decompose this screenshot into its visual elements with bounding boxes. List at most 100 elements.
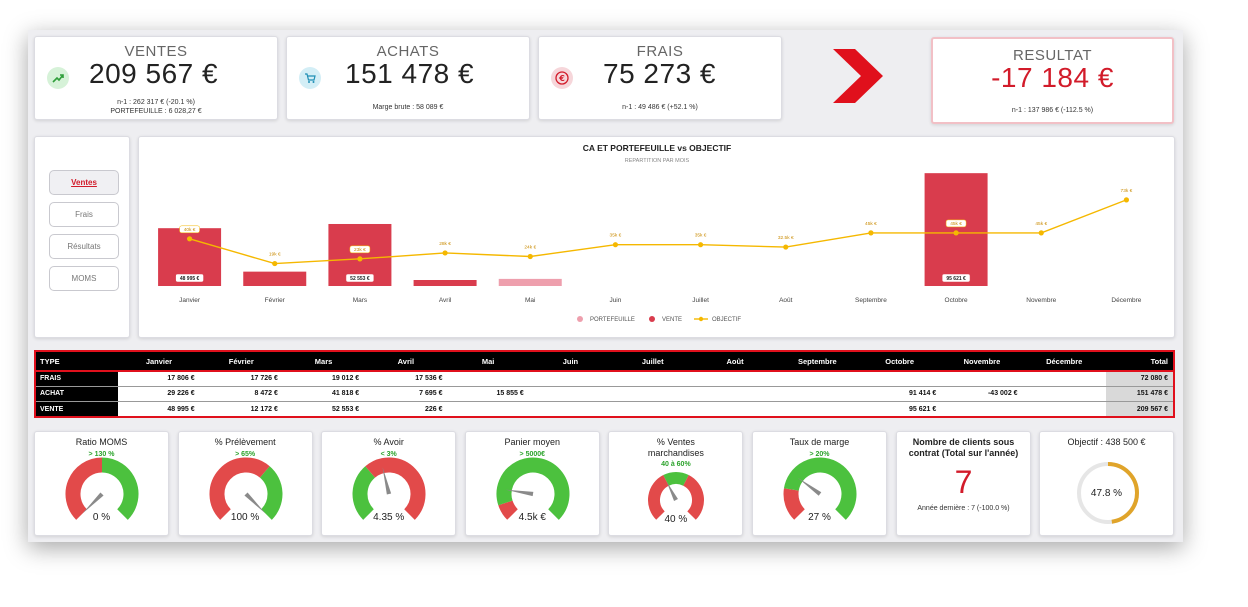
objectif-label: 45k € bbox=[950, 221, 962, 227]
objectif-label: 73k € bbox=[1121, 188, 1133, 194]
table-cell bbox=[941, 371, 1023, 387]
gauge-dial bbox=[648, 472, 705, 520]
gauge-dial bbox=[209, 457, 283, 520]
euro-icon: € bbox=[551, 67, 573, 89]
table-cell: -43 002 € bbox=[941, 386, 1023, 403]
table-cell bbox=[447, 371, 529, 387]
bar-label-box bbox=[941, 273, 971, 283]
objectif-point bbox=[612, 242, 619, 248]
kpi-value: 151 478 € bbox=[345, 58, 475, 89]
table-header-cell: TYPE bbox=[35, 351, 119, 372]
objectif-label: 35k € bbox=[610, 233, 622, 239]
gauge-target: < 3% bbox=[380, 451, 397, 458]
bar-vente bbox=[924, 173, 988, 286]
table-cell bbox=[528, 386, 613, 403]
objectif-value: 47.8 % bbox=[1090, 488, 1123, 499]
bar-label-box bbox=[175, 273, 204, 283]
table-header-cell: Novembre bbox=[941, 351, 1023, 372]
cart-icon bbox=[299, 67, 321, 89]
table-cell bbox=[693, 401, 777, 418]
bar-portefeuille bbox=[498, 278, 562, 286]
kpi-sub: n-1 : 262 317 € (-20.1 %) bbox=[117, 99, 195, 106]
table-cell bbox=[776, 386, 858, 403]
table-row: ACHAT 29 226 €8 472 €41 818 €7 695 €15 85… bbox=[35, 386, 1174, 403]
x-tick-label: Décembre bbox=[1111, 297, 1141, 304]
gauge-segment bbox=[648, 475, 670, 520]
kpi-card-achats: ACHATS 151 478 € Marge brute : 58 089 € bbox=[286, 36, 530, 120]
legend-marker-vente bbox=[649, 316, 655, 322]
gauge-target: 40 à 60% bbox=[661, 461, 691, 468]
objectif-progress-ring bbox=[1077, 462, 1139, 524]
sidebar-item-moms[interactable]: MOMS bbox=[49, 266, 119, 291]
gauge-segment bbox=[365, 457, 426, 520]
kpi-card-resultat: RESULTAT -17 184 € n-1 : 137 986 € (-112… bbox=[931, 37, 1174, 124]
gauge-needle bbox=[382, 467, 392, 495]
table-header-cell: Juin bbox=[528, 351, 613, 372]
gauge-segment bbox=[65, 457, 103, 520]
gauge-needle bbox=[505, 489, 534, 497]
x-tick-label: Mai bbox=[525, 297, 535, 304]
arrow-right-icon bbox=[833, 49, 883, 103]
legend-label[interactable]: PORTEFEUILLE bbox=[590, 317, 635, 323]
gauge-segment bbox=[496, 457, 570, 520]
gauge-segment bbox=[259, 466, 283, 520]
table-header-cell: Juillet bbox=[612, 351, 694, 372]
gauge-card: Ratio MOMS > 130 % 0 % bbox=[34, 431, 169, 536]
objectif-label-box bbox=[945, 219, 967, 228]
svg-text:€: € bbox=[558, 74, 565, 83]
gauge-needle bbox=[666, 481, 679, 501]
table-header-cell: Mars bbox=[282, 351, 365, 372]
table-header-cell: Février bbox=[199, 351, 283, 372]
clients-value: 7 bbox=[954, 464, 973, 500]
table-cell: 17 536 € bbox=[364, 371, 448, 387]
table-cell bbox=[528, 371, 613, 387]
table-header-cell: Janvier bbox=[118, 351, 200, 372]
gauge-value: 4.35 % bbox=[373, 512, 405, 523]
objectif-label: 45k € bbox=[865, 221, 877, 227]
objectif-card: Objectif : 438 500 € 47.8 % bbox=[1039, 431, 1174, 536]
gauge-segment bbox=[352, 466, 376, 520]
gauge-card: % Ventes marchandises 40 à 60% 40 % bbox=[608, 431, 744, 536]
table-header-cell: Mai bbox=[447, 351, 529, 372]
kpi-sub: n-1 : 49 486 € (+52.1 %) bbox=[622, 104, 698, 111]
gauge-card: Panier moyen > 5000€ 4.5k € bbox=[464, 431, 600, 536]
sidebar-item-frais[interactable]: Frais bbox=[49, 202, 119, 227]
table-cell: 12 172 € bbox=[199, 401, 283, 418]
table-header-cell: Août bbox=[693, 351, 777, 372]
gauge-title: Panier moyen bbox=[504, 437, 561, 447]
kpi-title: ACHATS bbox=[376, 43, 440, 60]
legend-marker-portefeuille bbox=[577, 316, 583, 322]
legend-marker-objectif-dot bbox=[698, 316, 704, 322]
table-cell: 29 226 € bbox=[118, 386, 200, 403]
legend-label[interactable]: VENTE bbox=[662, 317, 682, 323]
x-tick-label: Juin bbox=[609, 297, 621, 304]
chart-panel: CA ET PORTEFEUILLE vs OBJECTIF REPARTITI… bbox=[138, 136, 1175, 338]
gauge-dial bbox=[783, 457, 857, 520]
chart-svg: CA ET PORTEFEUILLE vs OBJECTIF REPARTITI… bbox=[158, 143, 1142, 323]
kpi-card-ventes: VENTES 209 567 € n-1 : 262 317 € (-20.1 … bbox=[34, 36, 278, 120]
table-cell bbox=[528, 401, 613, 418]
row-type-cell: ACHAT bbox=[35, 386, 119, 403]
bar-label: 52 553 € bbox=[350, 276, 370, 282]
gauge-target: > 5000€ bbox=[519, 451, 546, 458]
legend-label[interactable]: OBJECTIF bbox=[712, 317, 741, 323]
objectif-label: 45k € bbox=[1035, 221, 1047, 227]
table-cell: 17 806 € bbox=[118, 371, 200, 387]
sidebar-panel: Ventes Frais Résultats MOMS bbox=[34, 136, 130, 338]
table-cell: 17 726 € bbox=[199, 371, 283, 387]
kpi-title: FRAIS bbox=[636, 43, 684, 60]
x-tick-label: Octobre bbox=[945, 297, 969, 304]
gauge-segment bbox=[783, 488, 806, 520]
kpi-sub: Marge brute : 58 089 € bbox=[372, 104, 444, 111]
kpi-title: VENTES bbox=[124, 43, 188, 60]
sidebar-item-resultats[interactable]: Résultats bbox=[49, 234, 119, 259]
table-row: FRAIS 17 806 €17 726 €19 012 €17 536 € 72 … bbox=[35, 371, 1174, 387]
trend-up-icon bbox=[47, 67, 69, 89]
x-tick-label: Mars bbox=[353, 297, 368, 304]
gauge-needle bbox=[797, 477, 822, 496]
chart-subtitle: REPARTITION PAR MOIS bbox=[625, 158, 690, 164]
table-cell: 7 695 € bbox=[364, 386, 448, 403]
objectif-point bbox=[953, 230, 959, 236]
sidebar-item-ventes[interactable]: Ventes bbox=[49, 170, 119, 195]
x-tick-label: Septembre bbox=[855, 297, 887, 304]
